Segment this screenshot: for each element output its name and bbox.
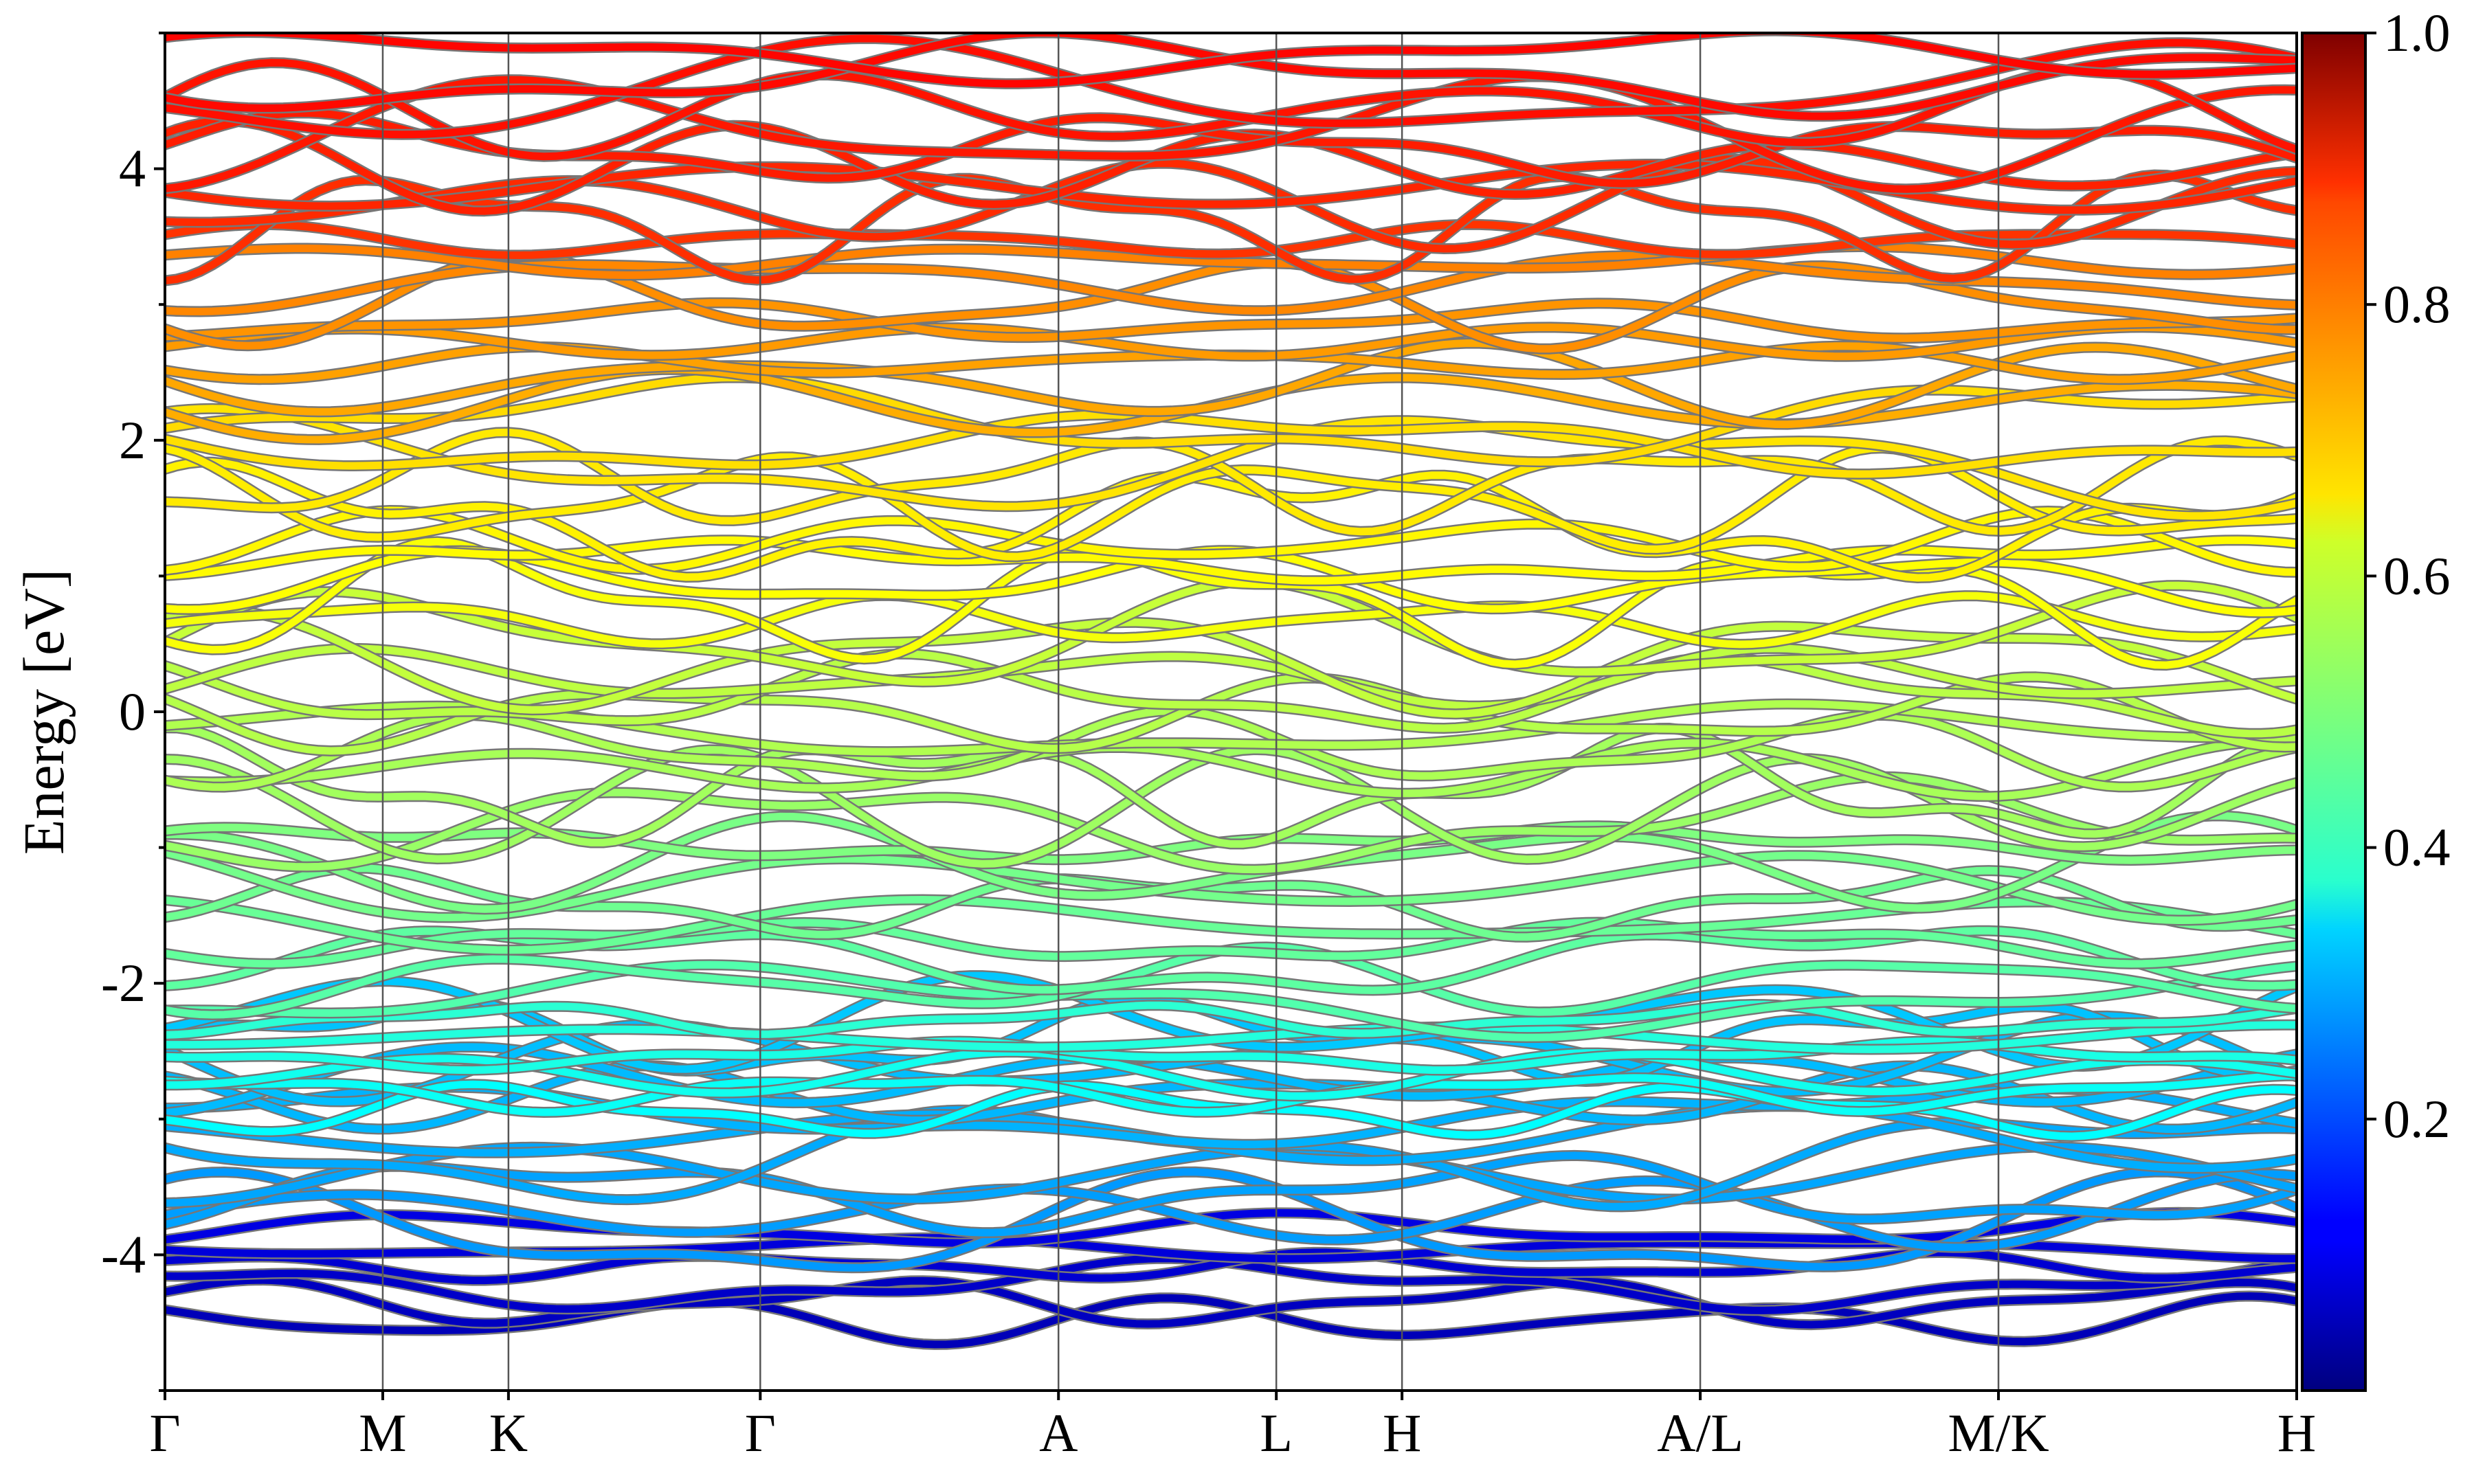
band-line (165, 1276, 2297, 1329)
band-line (165, 506, 2297, 576)
band-line (165, 339, 2297, 429)
y-axis-ticks: -4 -2 0 2 4 (101, 32, 165, 1392)
x-tick-label: H (2277, 1403, 2316, 1463)
band-line (165, 1170, 2297, 1252)
band-line (165, 723, 2297, 848)
x-tick-label: M/K (1948, 1403, 2049, 1463)
band-line (165, 411, 2297, 478)
band-line (165, 773, 2297, 874)
band-line (165, 72, 2297, 193)
y-tick-label: -4 (101, 1224, 146, 1284)
band-line (165, 592, 2297, 649)
y-tick-label: 0 (119, 682, 146, 741)
x-tick-label: Γ (149, 1403, 180, 1463)
band-line (165, 33, 2297, 88)
band-line (165, 428, 2297, 536)
band-line (165, 811, 2297, 913)
band-line (165, 58, 2297, 161)
colorbar-tick-label: 0.2 (2383, 1089, 2451, 1149)
colorbar-gradient (2302, 33, 2365, 1391)
band-line (165, 160, 2297, 214)
colorbar-tick-label: 0.8 (2383, 274, 2451, 334)
x-tick-label: K (489, 1403, 528, 1463)
x-tick-label: Γ (745, 1403, 776, 1463)
band-plot-area: -4 -2 0 2 4 Γ M K Γ A L H A/L M/K H Energy [eV] (12, 32, 2316, 1463)
x-axis-ticks: Γ M K Γ A L H A/L M/K H (149, 1391, 2316, 1463)
y-tick-label: -2 (101, 953, 146, 1013)
band-line (165, 1151, 2297, 1237)
band-line (165, 1000, 2297, 1039)
x-tick-label: M (359, 1403, 406, 1463)
band-line (165, 299, 2297, 342)
band-line (165, 1072, 2297, 1116)
high-symmetry-lines (381, 33, 2000, 1391)
band-line (165, 155, 2297, 253)
band-line (165, 34, 2297, 139)
colorbar-tick-label: 0.4 (2383, 818, 2451, 877)
y-axis-label: Energy [eV] (12, 569, 76, 855)
band-lines (165, 33, 2297, 1350)
x-tick-label: A/L (1657, 1403, 1743, 1463)
colorbar-ticks: 0.2 0.4 0.6 0.8 1.0 (2365, 3, 2451, 1149)
band-line (165, 243, 2297, 279)
band-line (165, 1037, 2297, 1075)
band-line (165, 323, 2297, 361)
y-tick-label: 2 (119, 410, 146, 470)
band-line (165, 707, 2297, 791)
colorbar-tick-label: 0.6 (2383, 546, 2451, 605)
band-line (165, 644, 2297, 710)
y-tick-label: 4 (119, 139, 146, 199)
x-tick-label: L (1260, 1403, 1293, 1463)
band-line (165, 606, 2297, 718)
band-line (165, 405, 2297, 520)
band-line (165, 848, 2297, 924)
band-line (165, 374, 2297, 466)
band-line (165, 536, 2297, 585)
x-tick-label: A (1039, 1403, 1078, 1463)
x-tick-label: H (1383, 1403, 1421, 1463)
band-line (165, 919, 2297, 968)
colorbar-frame (2301, 32, 2367, 1392)
band-line (165, 1208, 2297, 1247)
band-line (165, 1021, 2297, 1053)
colorbar: 0.2 0.4 0.6 0.8 1.0 (2301, 3, 2451, 1392)
band-line (165, 737, 2297, 800)
band-line (165, 960, 2297, 1042)
band-line (165, 1102, 2297, 1172)
colorbar-tick-label: 1.0 (2383, 3, 2451, 63)
